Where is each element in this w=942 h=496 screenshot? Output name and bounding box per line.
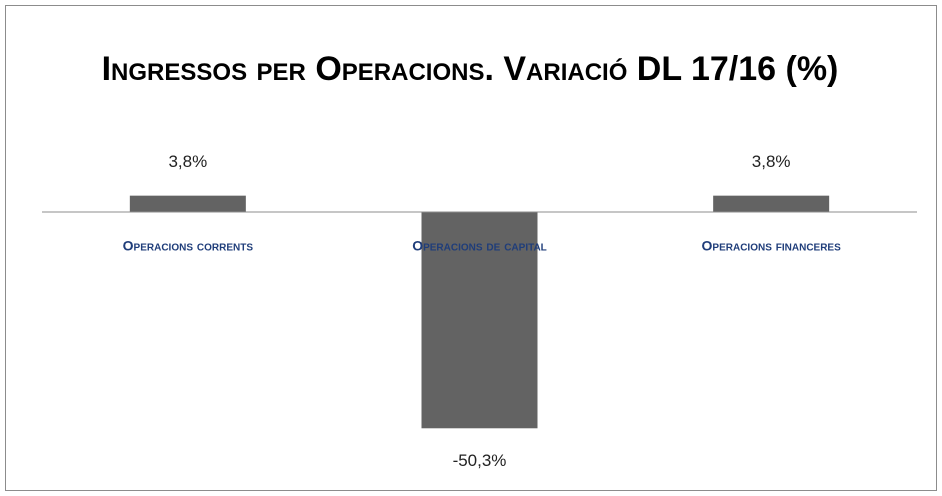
- value-label: 3,8%: [168, 152, 207, 171]
- bar: [713, 195, 830, 212]
- x-tick-label: Operacions financeres: [702, 238, 842, 254]
- x-tick-label: Operacions de capital: [412, 238, 547, 254]
- bar: [421, 212, 538, 429]
- chart-title: Ingressos per Operacions. Variació DL 17…: [101, 50, 839, 88]
- bar: [129, 195, 246, 212]
- x-tick-label: Operacions corrents: [123, 238, 254, 254]
- value-label: 3,8%: [752, 152, 791, 171]
- chart-border: [5, 5, 937, 491]
- value-label: -50,3%: [453, 451, 507, 470]
